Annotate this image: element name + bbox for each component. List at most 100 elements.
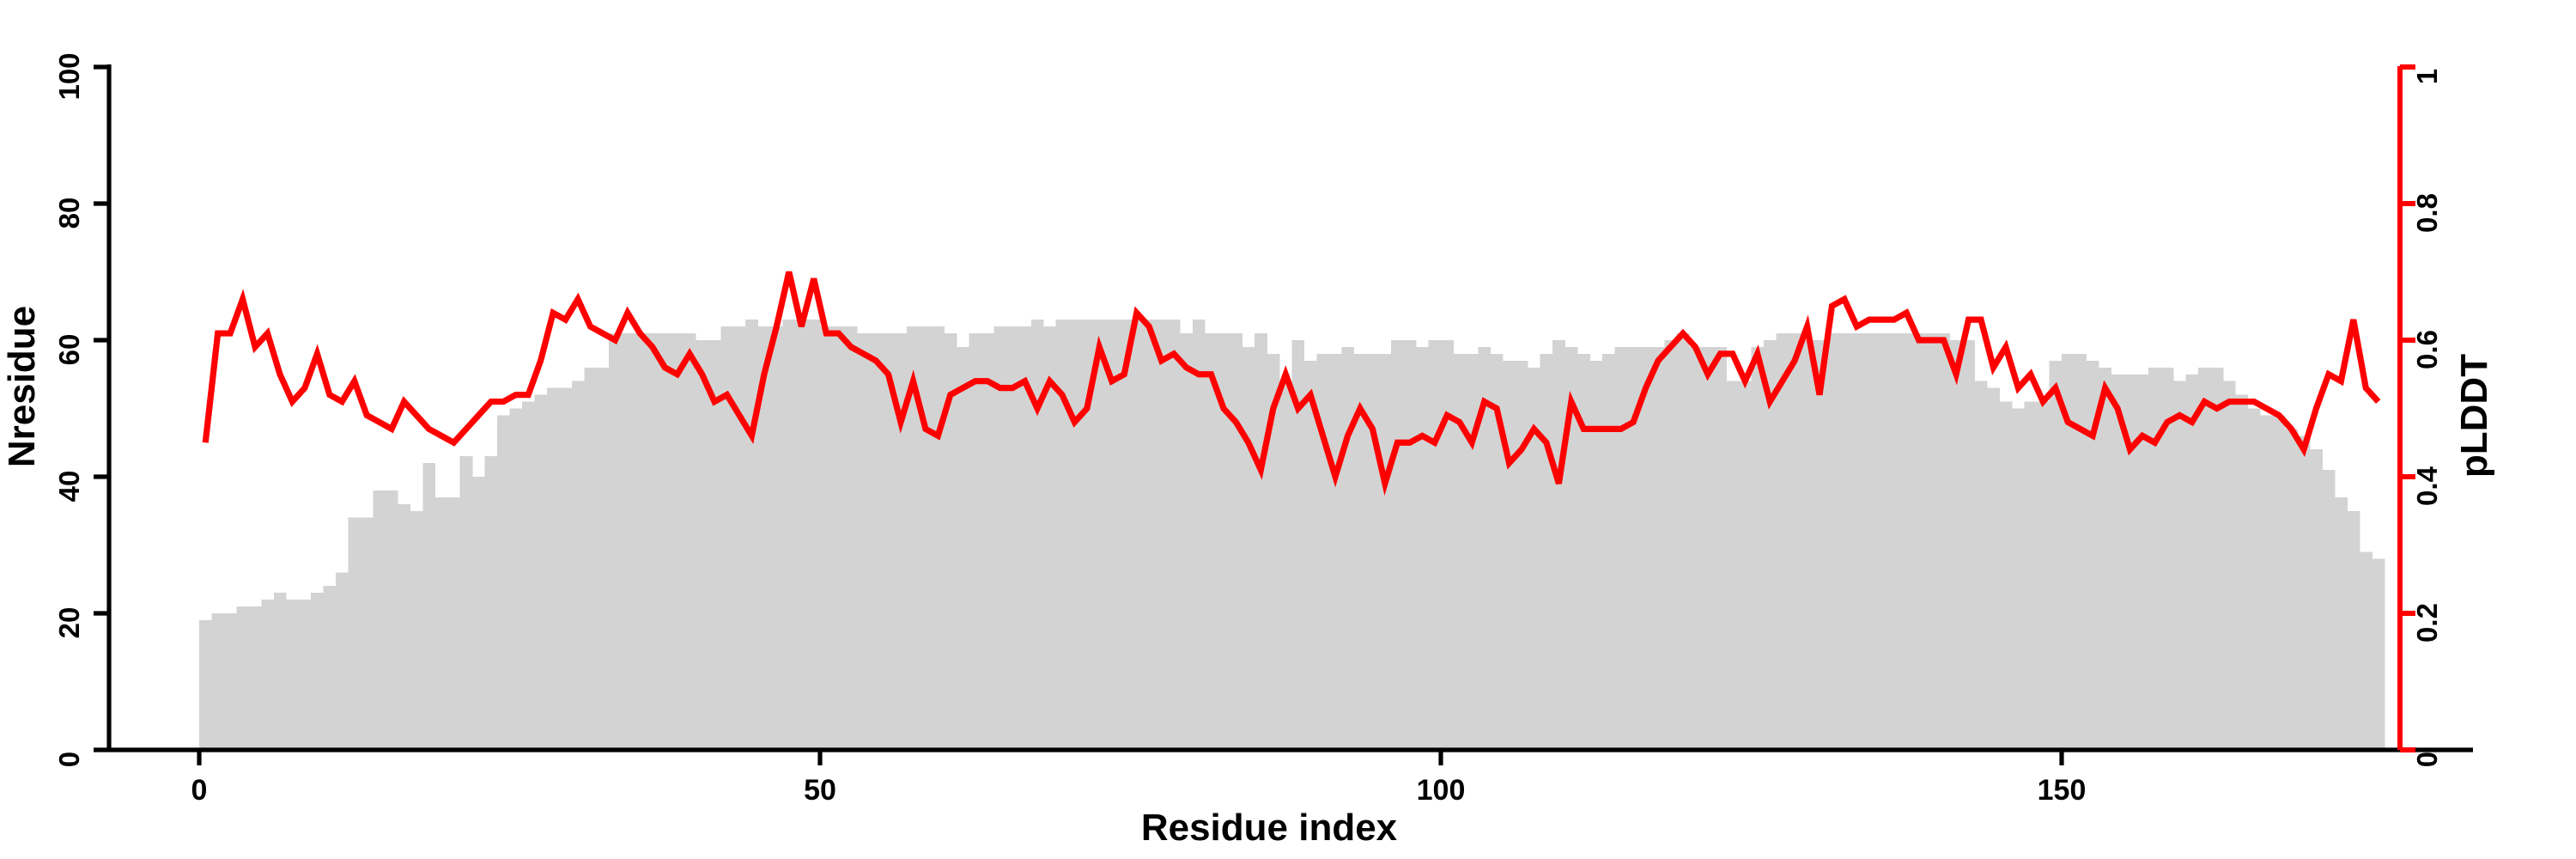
bar — [1167, 320, 1181, 750]
right-tick-label: 0.8 — [2411, 193, 2443, 233]
bar — [286, 600, 299, 750]
bar — [2099, 367, 2112, 750]
bar — [1962, 340, 1976, 750]
bar — [248, 606, 262, 750]
bar — [2086, 360, 2099, 750]
bar — [1651, 346, 1665, 750]
bar — [1801, 340, 1814, 750]
bar — [1626, 346, 1640, 750]
bar — [385, 490, 398, 750]
bar — [1403, 340, 1417, 750]
left-tick-label: 20 — [53, 607, 85, 639]
bar — [869, 333, 883, 750]
bar — [2136, 374, 2149, 751]
bar — [1105, 320, 1119, 750]
bar — [1255, 333, 1267, 750]
bar — [1068, 320, 1081, 750]
bar — [459, 456, 473, 750]
x-tick-label: 0 — [191, 774, 208, 807]
bar — [993, 326, 1007, 750]
left-tick-label: 0 — [53, 752, 85, 767]
left-tick-label: 80 — [53, 198, 85, 229]
bar — [1118, 320, 1131, 750]
bar — [757, 326, 771, 750]
bar — [447, 497, 460, 750]
bar — [1378, 353, 1392, 750]
bar — [894, 333, 908, 750]
bar — [1416, 346, 1429, 750]
right-y-axis: 0 0.2 0.4 0.6 0.8 1 pLDDT — [2397, 64, 2495, 767]
bar — [820, 326, 833, 750]
left-y-axis: 0 20 40 60 80 100 Nresidue — [1, 52, 112, 767]
x-tick-label: 50 — [804, 774, 836, 807]
bar — [1838, 333, 1851, 750]
bar — [1267, 353, 1280, 750]
bar — [1862, 333, 1876, 750]
bar — [1353, 353, 1367, 750]
bar — [1080, 320, 1094, 750]
bar — [944, 333, 957, 750]
bar — [2160, 367, 2174, 750]
bar — [571, 381, 585, 750]
bar — [2024, 401, 2038, 750]
bar — [646, 333, 659, 750]
bar — [957, 346, 969, 750]
x-tick-label: 100 — [1417, 774, 1466, 807]
bar — [1763, 340, 1777, 750]
bar — [1217, 333, 1230, 750]
bar — [720, 326, 734, 750]
bar — [2037, 401, 2050, 750]
bar — [484, 456, 498, 750]
left-axis-title: Nresidue — [1, 306, 43, 467]
bar — [1303, 360, 1317, 750]
bar — [2074, 353, 2087, 750]
right-tick-label: 1 — [2411, 69, 2443, 84]
nresidue-bars-series — [199, 320, 2385, 751]
bar — [398, 503, 411, 750]
left-tick-label: 40 — [53, 471, 85, 503]
bar — [770, 326, 783, 750]
bar — [311, 593, 324, 750]
bar — [1689, 346, 1702, 750]
bar — [1639, 346, 1653, 750]
bar — [1788, 333, 1801, 750]
bar — [2372, 558, 2385, 750]
bar — [1093, 320, 1106, 750]
bar — [1279, 381, 1292, 750]
bar — [521, 401, 535, 750]
bar — [1528, 367, 1540, 750]
bar — [683, 333, 696, 750]
bar — [882, 333, 896, 750]
bar — [1490, 353, 1504, 750]
bar — [584, 367, 598, 750]
left-tick-label: 60 — [53, 334, 85, 366]
bar — [211, 613, 225, 750]
bar — [2210, 367, 2224, 750]
bar — [907, 326, 920, 750]
bar — [472, 477, 485, 750]
bar — [497, 415, 510, 750]
bar — [1949, 340, 1963, 750]
x-tick-label: 150 — [2038, 774, 2087, 807]
bar — [2360, 551, 2372, 751]
bar — [1230, 333, 1242, 750]
bar — [1912, 333, 1926, 750]
bar — [273, 593, 287, 750]
bar — [2148, 367, 2161, 750]
bar — [919, 326, 933, 750]
right-tick-label: 0 — [2411, 752, 2443, 767]
bar — [1453, 353, 1467, 750]
bar — [1478, 346, 1492, 750]
bar — [1850, 333, 1863, 750]
bar — [634, 333, 647, 750]
bar — [659, 333, 671, 750]
x-axis: 0 50 100 150 Residue index — [109, 747, 2473, 849]
bar — [298, 600, 312, 750]
bar — [1826, 333, 1839, 750]
bar — [2285, 429, 2299, 750]
bar — [534, 394, 548, 750]
bar — [1999, 401, 2013, 750]
bar — [1192, 320, 1206, 750]
bar — [1577, 353, 1590, 750]
